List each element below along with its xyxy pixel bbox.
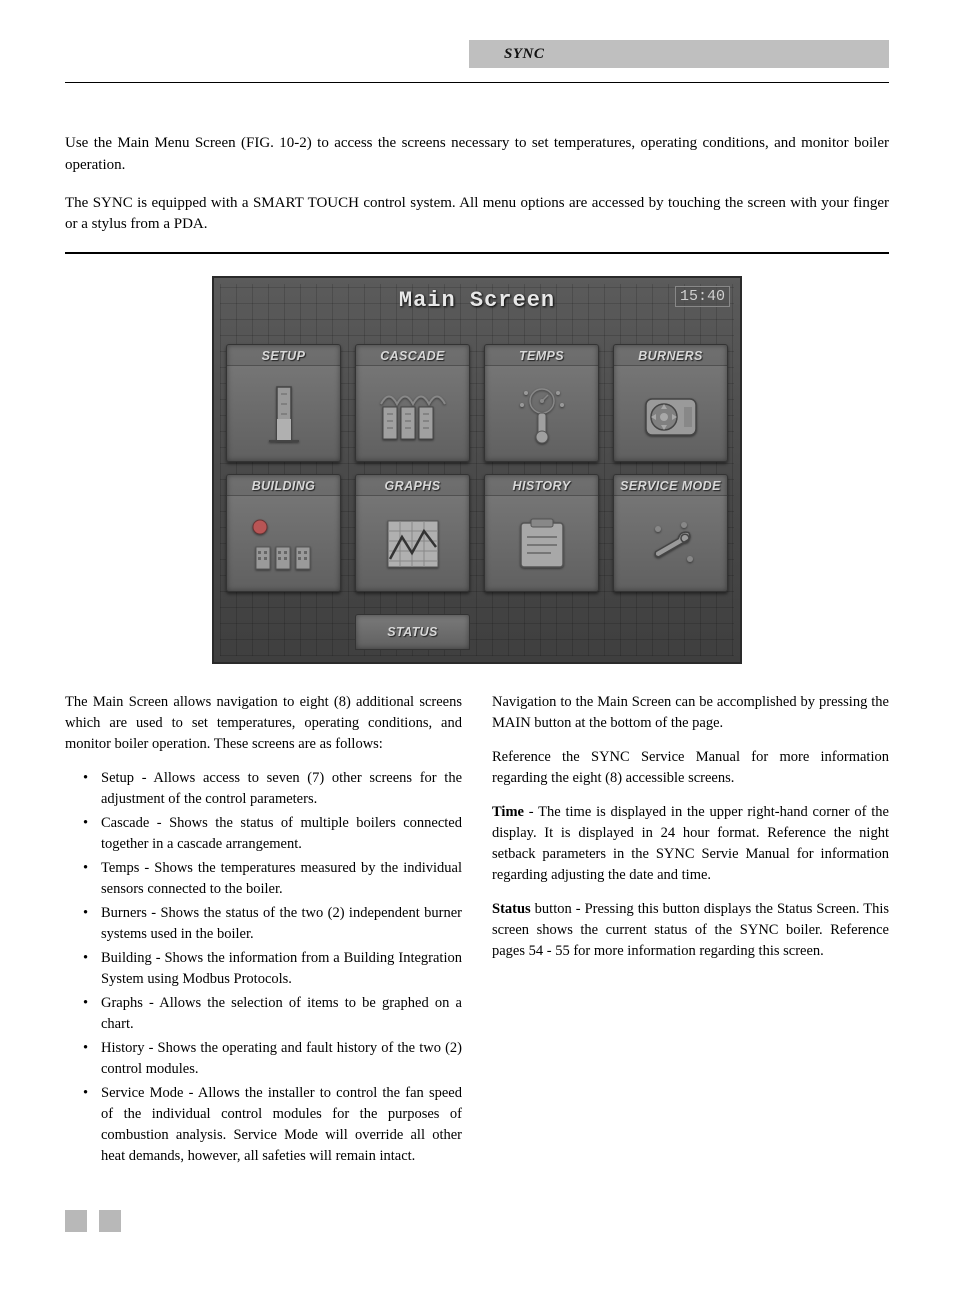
history-icon <box>485 496 598 591</box>
page-container: SYNC Use the Main Menu Screen (FIG. 10-2… <box>0 0 954 1292</box>
graphs-icon <box>356 496 469 591</box>
screens-bullet-list: Setup - Allows access to seven (7) other… <box>65 768 462 1167</box>
intro-paragraph-2: The SYNC is equipped with a SMART TOUCH … <box>65 193 889 237</box>
text-columns: The Main Screen allows navigation to eig… <box>65 692 889 1170</box>
tile-label: BUILDING <box>227 475 340 496</box>
list-item: Graphs - Allows the selection of items t… <box>93 993 462 1035</box>
screen-title: Main Screen <box>399 288 555 313</box>
tile-label: SERVICE MODE <box>614 475 727 496</box>
main-screen-ui: Main Screen 15:40 SETUP <box>212 276 742 664</box>
burners-icon <box>614 366 727 461</box>
screen-title-row: Main Screen 15:40 <box>220 284 734 316</box>
tile-label: GRAPHS <box>356 475 469 496</box>
right-paragraph-1: Navigation to the Main Screen can be acc… <box>492 692 889 734</box>
tiles-grid: SETUP CASCADE <box>220 344 734 602</box>
list-item: Building - Shows the information from a … <box>93 948 462 990</box>
partial-tile-row: STATUS <box>220 614 734 656</box>
status-paragraph: Status button - Pressing this button dis… <box>492 899 889 962</box>
tile-label: SETUP <box>227 345 340 366</box>
tile-label: TEMPS <box>485 345 598 366</box>
time-text: - The time is displayed in the upper rig… <box>492 804 889 883</box>
header-bar: SYNC <box>469 40 889 68</box>
list-item: History - Shows the operating and fault … <box>93 1038 462 1080</box>
time-paragraph: Time - The time is displayed in the uppe… <box>492 802 889 886</box>
right-paragraph-2: Reference the SYNC Service Manual for mo… <box>492 747 889 789</box>
header-rule <box>65 82 889 83</box>
tile-burners[interactable]: BURNERS <box>613 344 728 462</box>
screen-time-display: 15:40 <box>675 286 730 307</box>
tile-label: BURNERS <box>614 345 727 366</box>
tile-building[interactable]: BUILDING <box>226 474 341 592</box>
tile-label: STATUS <box>387 625 438 639</box>
footer-square <box>99 1210 121 1232</box>
tile-history[interactable]: HISTORY <box>484 474 599 592</box>
intro-paragraph-1: Use the Main Menu Screen (FIG. 10-2) to … <box>65 133 889 177</box>
tile-label: CASCADE <box>356 345 469 366</box>
status-label: Status <box>492 901 531 917</box>
list-item: Burners - Shows the status of the two (2… <box>93 903 462 945</box>
temps-icon <box>485 366 598 461</box>
divider-rule <box>65 252 889 254</box>
tile-cascade[interactable]: CASCADE <box>355 344 470 462</box>
list-item: Temps - Shows the temperatures measured … <box>93 858 462 900</box>
service-mode-icon <box>614 496 727 591</box>
right-column: Navigation to the Main Screen can be acc… <box>492 692 889 1170</box>
tile-setup[interactable]: SETUP <box>226 344 341 462</box>
tile-temps[interactable]: TEMPS <box>484 344 599 462</box>
list-item: Setup - Allows access to seven (7) other… <box>93 768 462 810</box>
cascade-icon <box>356 366 469 461</box>
footer-page-marks <box>65 1210 889 1232</box>
tile-label: HISTORY <box>485 475 598 496</box>
list-item: Cascade - Shows the status of multiple b… <box>93 813 462 855</box>
left-intro-paragraph: The Main Screen allows navigation to eig… <box>65 692 462 755</box>
screenshot-figure: Main Screen 15:40 SETUP <box>212 276 742 664</box>
tile-graphs[interactable]: GRAPHS <box>355 474 470 592</box>
tile-status-partial[interactable]: STATUS <box>355 614 470 650</box>
footer-square <box>65 1210 87 1232</box>
list-item: Service Mode - Allows the installer to c… <box>93 1083 462 1167</box>
sync-logo: SYNC <box>504 46 544 63</box>
status-text: button - Pressing this button displays t… <box>492 901 889 959</box>
tile-service-mode[interactable]: SERVICE MODE <box>613 474 728 592</box>
left-column: The Main Screen allows navigation to eig… <box>65 692 462 1170</box>
building-icon <box>227 496 340 591</box>
time-label: Time <box>492 804 524 820</box>
setup-icon <box>227 366 340 461</box>
